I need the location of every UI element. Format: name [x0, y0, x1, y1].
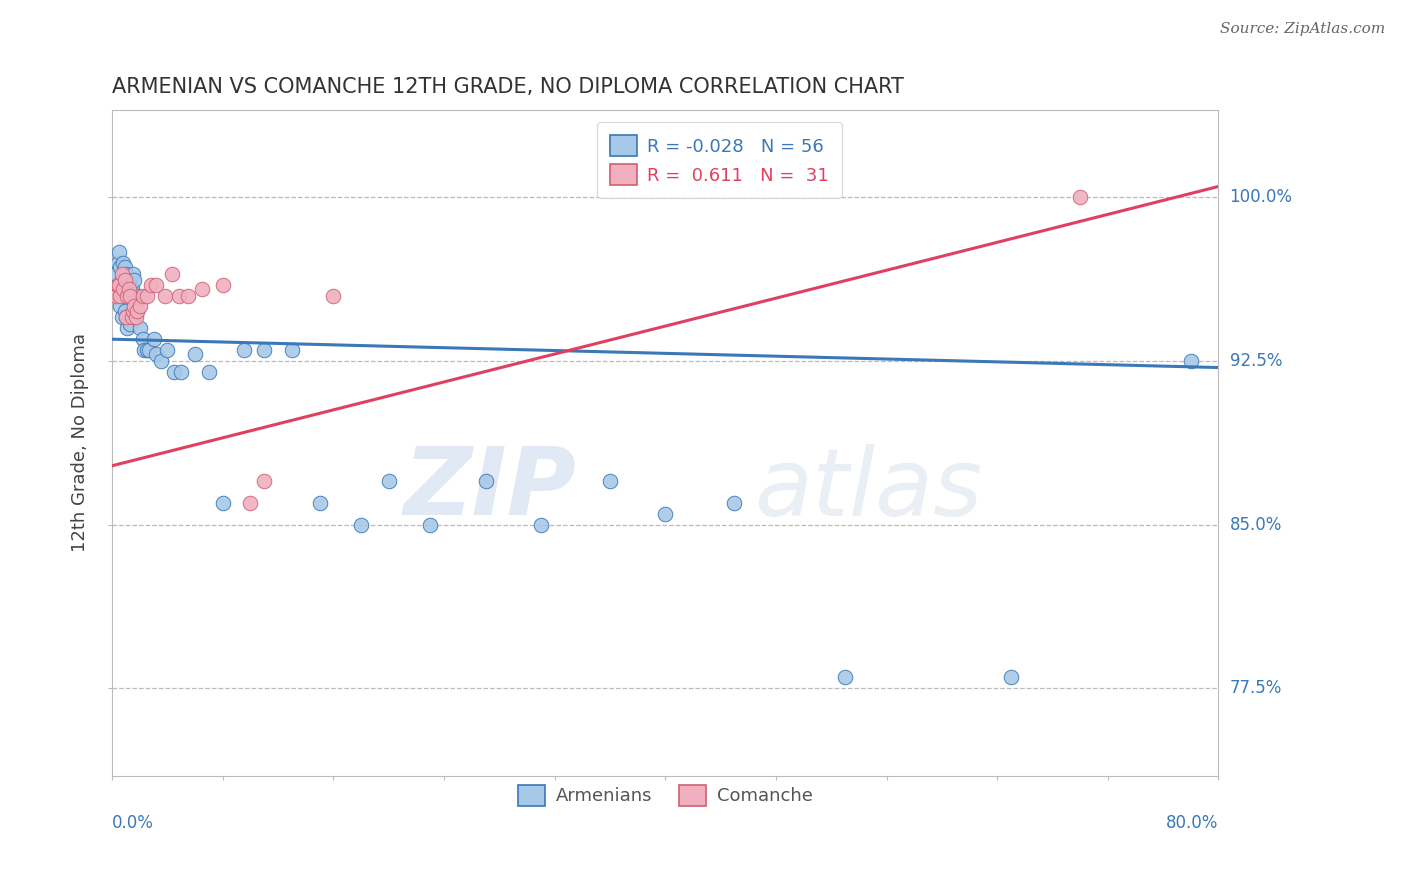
Point: [145, 277, 167, 292]
Point: [112, 256, 135, 270]
Point: [131, 332, 153, 346]
Point: [114, 260, 136, 275]
Point: [120, 317, 142, 331]
Point: [654, 507, 676, 521]
Text: 85.0%: 85.0%: [1230, 516, 1282, 533]
Point: [122, 303, 145, 318]
Point: [124, 273, 146, 287]
Point: [177, 288, 200, 302]
Point: [112, 288, 135, 302]
Text: 80.0%: 80.0%: [1166, 814, 1219, 832]
Point: [127, 288, 149, 302]
Point: [1180, 354, 1202, 368]
Point: [128, 300, 150, 314]
Point: [114, 303, 136, 318]
Point: [377, 474, 399, 488]
Point: [112, 282, 135, 296]
Point: [111, 267, 134, 281]
Point: [142, 332, 165, 346]
Point: [124, 300, 146, 314]
Point: [105, 288, 128, 302]
Point: [281, 343, 304, 357]
Point: [105, 267, 128, 281]
Point: [108, 277, 131, 292]
Point: [125, 303, 148, 318]
Point: [107, 277, 129, 292]
Point: [120, 288, 142, 302]
Point: [124, 310, 146, 325]
Point: [419, 517, 441, 532]
Point: [108, 244, 131, 259]
Point: [115, 310, 138, 325]
Text: 0.0%: 0.0%: [112, 814, 155, 832]
Point: [145, 347, 167, 361]
Point: [132, 343, 155, 357]
Point: [107, 256, 129, 270]
Point: [121, 282, 143, 296]
Point: [191, 282, 214, 296]
Point: [350, 517, 373, 532]
Point: [322, 288, 344, 302]
Point: [184, 347, 207, 361]
Point: [153, 288, 176, 302]
Point: [232, 343, 254, 357]
Point: [110, 300, 132, 314]
Point: [121, 310, 143, 325]
Point: [530, 517, 553, 532]
Point: [104, 277, 127, 292]
Y-axis label: 12th Grade, No Diploma: 12th Grade, No Diploma: [72, 334, 89, 552]
Text: 92.5%: 92.5%: [1230, 352, 1282, 370]
Point: [834, 670, 856, 684]
Point: [474, 474, 496, 488]
Point: [1069, 190, 1091, 204]
Point: [117, 321, 139, 335]
Point: [124, 310, 146, 325]
Point: [723, 496, 745, 510]
Point: [108, 288, 131, 302]
Point: [124, 288, 146, 302]
Point: [117, 273, 139, 287]
Point: [198, 365, 221, 379]
Text: ZIP: ZIP: [404, 443, 576, 535]
Legend: Armenians, Comanche: Armenians, Comanche: [510, 778, 820, 814]
Text: atlas: atlas: [754, 444, 981, 535]
Text: Source: ZipAtlas.com: Source: ZipAtlas.com: [1219, 22, 1385, 37]
Point: [308, 496, 330, 510]
Point: [1000, 670, 1022, 684]
Point: [239, 496, 262, 510]
Text: ARMENIAN VS COMANCHE 12TH GRADE, NO DIPLOMA CORRELATION CHART: ARMENIAN VS COMANCHE 12TH GRADE, NO DIPL…: [112, 78, 904, 97]
Point: [599, 474, 621, 488]
Point: [253, 343, 276, 357]
Point: [156, 343, 179, 357]
Point: [170, 365, 193, 379]
Point: [149, 354, 172, 368]
Point: [111, 273, 134, 287]
Point: [211, 496, 233, 510]
Text: 77.5%: 77.5%: [1230, 679, 1282, 698]
Point: [138, 343, 160, 357]
Point: [110, 288, 132, 302]
Point: [118, 282, 141, 296]
Point: [115, 310, 138, 325]
Point: [128, 321, 150, 335]
Point: [135, 288, 157, 302]
Point: [111, 310, 134, 325]
Point: [135, 343, 157, 357]
Point: [122, 267, 145, 281]
Point: [211, 277, 233, 292]
Point: [167, 288, 190, 302]
Point: [118, 282, 141, 296]
Point: [125, 303, 148, 318]
Point: [131, 288, 153, 302]
Point: [115, 267, 138, 281]
Point: [120, 277, 142, 292]
Point: [253, 474, 276, 488]
Point: [139, 277, 162, 292]
Point: [163, 365, 186, 379]
Text: 100.0%: 100.0%: [1230, 188, 1292, 206]
Point: [110, 260, 132, 275]
Point: [117, 288, 139, 302]
Point: [114, 273, 136, 287]
Point: [160, 267, 183, 281]
